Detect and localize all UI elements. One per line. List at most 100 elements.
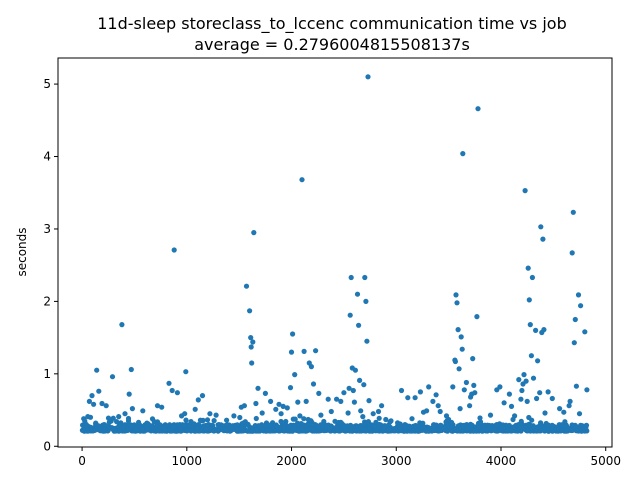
data-point — [545, 389, 551, 395]
data-point — [474, 314, 480, 320]
data-point — [207, 411, 213, 417]
data-point — [203, 426, 209, 433]
data-point — [478, 419, 484, 425]
data-point — [268, 398, 274, 404]
data-point — [356, 322, 362, 328]
data-point — [171, 424, 177, 430]
data-point — [110, 415, 116, 421]
data-point — [308, 364, 314, 370]
data-point — [213, 412, 219, 418]
data-point — [518, 396, 524, 402]
data-point — [116, 414, 122, 420]
data-point — [106, 419, 112, 425]
data-point — [486, 425, 492, 431]
data-point — [197, 417, 203, 423]
data-point — [292, 416, 298, 422]
x-axis-ticks: 0 1000 2000 3000 4000 5000 — [78, 447, 621, 468]
data-point — [518, 424, 524, 430]
data-point — [421, 425, 427, 431]
data-point — [454, 300, 460, 306]
data-point — [278, 411, 284, 417]
data-point — [541, 427, 547, 433]
data-point — [308, 418, 314, 424]
data-point — [247, 308, 253, 314]
data-point — [300, 426, 306, 432]
data-point — [334, 396, 340, 402]
y-axis-label: seconds — [15, 227, 29, 276]
data-point — [457, 406, 463, 412]
data-point — [93, 420, 99, 426]
data-point — [475, 106, 481, 112]
data-point — [467, 403, 473, 409]
data-point — [373, 428, 379, 434]
x-tick-label: 3000 — [381, 454, 412, 468]
data-point — [352, 367, 358, 373]
data-point — [573, 383, 580, 389]
data-point — [549, 395, 555, 402]
x-tick-label: 2000 — [276, 454, 307, 468]
data-point — [360, 414, 366, 420]
data-point — [87, 414, 94, 420]
data-point — [274, 423, 280, 430]
data-point — [494, 422, 500, 428]
data-point — [327, 425, 333, 431]
x-tick-label: 1000 — [172, 454, 203, 468]
data-point — [287, 423, 293, 429]
data-point — [471, 382, 477, 388]
data-point — [99, 400, 105, 407]
data-point — [405, 395, 411, 401]
data-point — [460, 151, 466, 157]
data-point — [86, 398, 92, 404]
data-point — [241, 403, 247, 409]
data-point — [409, 416, 415, 422]
y-axis-ticks: 0 1 2 3 4 5 — [43, 77, 58, 453]
data-point — [105, 415, 112, 421]
data-point — [538, 224, 544, 230]
data-point — [519, 387, 525, 394]
data-point — [463, 379, 469, 386]
data-point — [497, 384, 503, 390]
data-point — [363, 298, 369, 304]
data-point — [431, 427, 437, 434]
data-point — [365, 74, 371, 80]
data-point — [370, 411, 376, 417]
data-point — [94, 367, 100, 373]
data-point — [468, 421, 474, 427]
data-point — [437, 408, 443, 415]
data-point — [433, 392, 439, 398]
data-point — [388, 418, 394, 424]
data-point — [268, 428, 274, 434]
data-point — [129, 406, 135, 412]
data-point — [192, 406, 198, 412]
data-point — [311, 427, 317, 433]
data-point — [572, 316, 578, 323]
data-point — [535, 358, 541, 364]
data-point — [452, 358, 458, 365]
data-point — [578, 303, 584, 309]
data-point — [242, 419, 248, 425]
data-point — [561, 409, 567, 415]
data-point — [526, 414, 532, 421]
data-point — [455, 327, 461, 333]
data-point — [238, 425, 245, 432]
data-point — [231, 413, 237, 419]
y-tick-label: 3 — [43, 222, 51, 236]
data-point — [501, 400, 507, 406]
data-point — [128, 423, 134, 430]
y-tick-label: 4 — [43, 150, 51, 164]
data-point — [522, 188, 528, 194]
data-point — [253, 400, 259, 407]
data-point — [542, 410, 548, 416]
data-point — [188, 428, 194, 434]
data-point — [524, 428, 530, 434]
data-point — [119, 322, 125, 328]
data-point — [582, 427, 588, 433]
data-point — [361, 422, 367, 428]
data-point — [505, 427, 511, 433]
data-point — [566, 403, 572, 409]
data-point — [450, 384, 456, 390]
data-point — [338, 398, 344, 404]
data-point — [572, 424, 578, 430]
data-point — [332, 418, 338, 424]
data-point — [477, 415, 483, 421]
